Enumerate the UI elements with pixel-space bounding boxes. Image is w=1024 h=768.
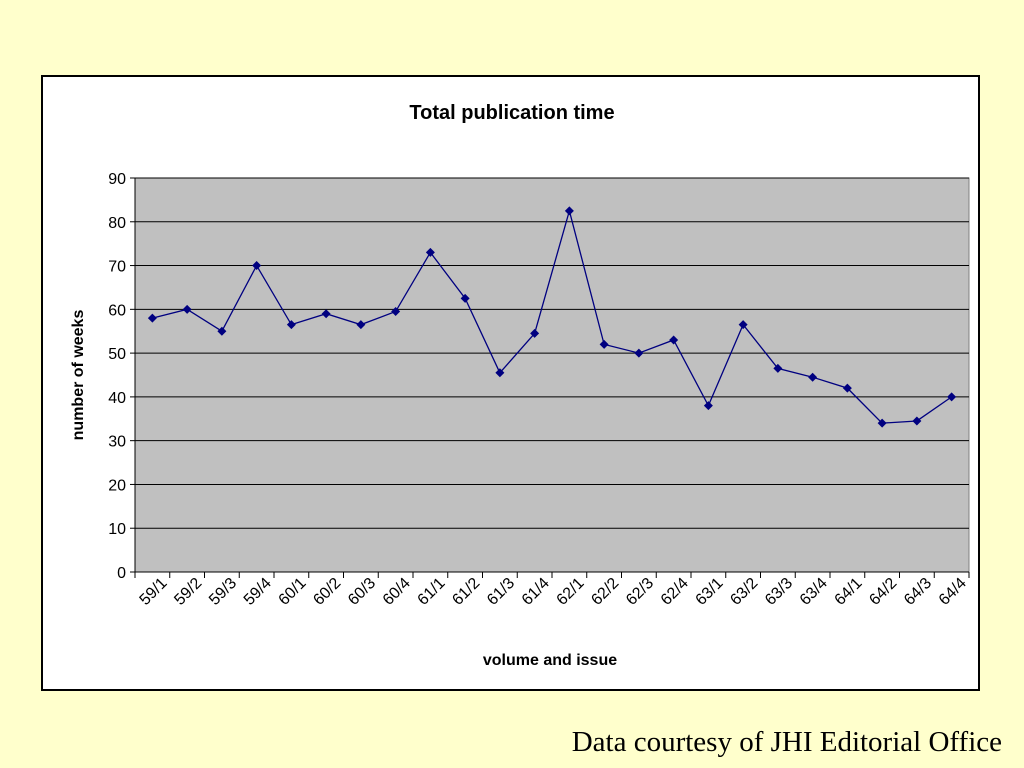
y-tick-label: 40 [108, 390, 126, 407]
data-point [530, 328, 540, 338]
x-tick-label: 59/1 [137, 575, 171, 609]
x-tick-label: 64/2 [866, 575, 900, 609]
chart-title: Total publication time [409, 102, 614, 124]
y-tick-label: 90 [108, 171, 126, 188]
data-point [808, 372, 818, 382]
x-tick-label: 61/3 [484, 575, 518, 609]
data-point [842, 383, 852, 393]
x-tick-label: 61/1 [415, 575, 449, 609]
x-tick-label: 62/1 [554, 575, 588, 609]
y-tick-label: 10 [108, 521, 126, 538]
data-point [738, 320, 748, 330]
data-point [669, 335, 679, 345]
y-tick-label: 70 [108, 259, 126, 276]
data-point [947, 392, 957, 402]
data-point [460, 293, 470, 303]
x-tick-label: 62/2 [588, 575, 622, 609]
x-tick-label: 64/3 [901, 575, 935, 609]
data-point [495, 368, 505, 378]
data-point [425, 247, 435, 257]
y-tick-label: 0 [117, 565, 126, 582]
x-tick-label: 63/1 [693, 575, 727, 609]
x-tick-labels: 59/1 59/2 59/3 59/4 60/1 60/2 60/3 60/4 61/1 61/2… [137, 575, 970, 609]
data-point [321, 309, 331, 319]
data-point [182, 304, 192, 314]
x-tick-label: 64/1 [832, 575, 866, 609]
x-tick-label: 61/2 [449, 575, 483, 609]
y-tick-label: 60 [108, 302, 126, 319]
x-tick-label: 60/4 [380, 575, 414, 609]
axes [130, 177, 970, 578]
plot-area [134, 177, 970, 573]
y-tick-label: 50 [108, 346, 126, 363]
x-tick-label: 59/4 [241, 575, 275, 609]
data-point [286, 320, 296, 330]
data-credit: Data courtesy of JHI Editorial Office [571, 726, 1002, 758]
data-point [147, 313, 157, 323]
x-tick-label: 60/2 [310, 575, 344, 609]
x-tick-label: 63/3 [762, 575, 796, 609]
y-tick-label: 30 [108, 434, 126, 451]
y-tick-label: 80 [108, 215, 126, 232]
x-axis-label: volume and issue [483, 652, 617, 669]
x-tick-label: 60/3 [345, 575, 379, 609]
y-tick-labels: 0 10 20 30 40 50 60 70 80 90 [108, 171, 126, 582]
chart-frame: Total publication time 0 10 20 30 40 50 60 70 80… [41, 75, 980, 691]
line-chart: Total publication time 0 10 20 30 40 50 60 70 80… [70, 102, 970, 669]
data-series [147, 206, 957, 428]
data-point [773, 363, 783, 373]
y-axis-label: number of weeks [70, 310, 87, 441]
x-tick-label: 60/1 [276, 575, 310, 609]
data-point [217, 326, 227, 336]
x-tick-label: 62/3 [623, 575, 657, 609]
x-tick-label: 64/4 [936, 575, 970, 609]
data-point [252, 261, 262, 271]
x-tick-label: 63/2 [727, 575, 761, 609]
x-tick-label: 59/2 [171, 575, 205, 609]
data-point [356, 320, 366, 330]
data-point [391, 307, 401, 317]
series-line [152, 208, 952, 424]
x-tick-label: 59/3 [206, 575, 240, 609]
y-tick-label: 20 [108, 477, 126, 494]
data-point [634, 348, 644, 358]
data-point [599, 339, 609, 349]
x-tick-label: 61/4 [519, 575, 553, 609]
data-point [703, 401, 713, 411]
x-tick-label: 63/4 [797, 575, 831, 609]
x-tick-label: 62/4 [658, 575, 692, 609]
data-point [912, 416, 922, 426]
data-point [564, 206, 574, 216]
gridlines [135, 177, 969, 529]
data-point [877, 418, 887, 428]
